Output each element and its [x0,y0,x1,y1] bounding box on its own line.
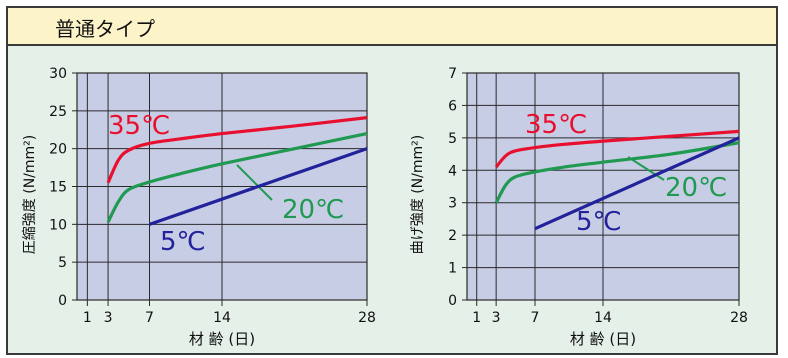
panel-header: 普通タイプ [8,8,776,46]
y-tick-label: 25 [49,104,67,120]
y-tick-label: 0 [58,293,67,309]
x-tick-label: 28 [730,310,748,326]
series-line [494,141,740,204]
series-line [494,129,740,169]
series-label: 20℃ [665,173,727,203]
y-tick-label: 5 [58,255,67,271]
series-label: 20℃ [282,195,344,225]
x-tick-label: 28 [358,310,376,326]
x-tick-label: 1 [472,310,481,326]
series-leader-line [627,156,665,181]
series-label: 5℃ [160,227,206,257]
x-tick-label: 7 [531,310,540,326]
y-tick-label: 30 [49,66,67,82]
y-tick-label: 3 [448,196,457,212]
y-tick-label: 15 [49,180,67,196]
page-title: 普通タイプ [55,17,155,41]
series-label: 35℃ [525,110,587,140]
x-axis-title: 材 齢 (日) [570,330,636,348]
x-tick-label: 7 [145,310,154,326]
series-label: 5℃ [576,207,622,237]
y-tick-label: 1 [448,261,457,277]
series-line [148,147,368,226]
y-tick-label: 20 [49,142,67,158]
series-leader-line [236,164,273,201]
plot-frame [466,72,740,301]
x-tick-label: 3 [492,310,501,326]
y-tick-label: 6 [448,98,457,114]
y-tick-label: 5 [448,131,457,147]
y-axis-title: 圧縮強度 (N/mm²) [22,135,38,254]
x-tick-label: 14 [213,310,231,326]
y-tick-label: 4 [448,163,457,179]
y-tick-label: 7 [448,66,457,82]
series-label: 35℃ [108,111,170,141]
x-tick-label: 3 [104,310,113,326]
series-line [106,131,368,223]
x-tick-label: 1 [83,310,92,326]
chart-1: 0 5 10 15 20 25 30 1 3 7 14 28 35℃ 20℃ 5℃ 材 齢 (日) 圧縮強度 (… [22,66,376,348]
series-line [534,136,740,231]
x-axis-title: 材 齢 (日) [189,330,255,348]
y-tick-label: 2 [448,228,457,244]
series-line [106,116,368,184]
y-tick-label: 10 [49,217,67,233]
plot-frame [76,72,368,301]
y-axis-title: 曲げ強度 (N/mm²) [410,135,426,254]
y-tick-label: 0 [448,293,457,309]
x-tick-label: 14 [594,310,612,326]
